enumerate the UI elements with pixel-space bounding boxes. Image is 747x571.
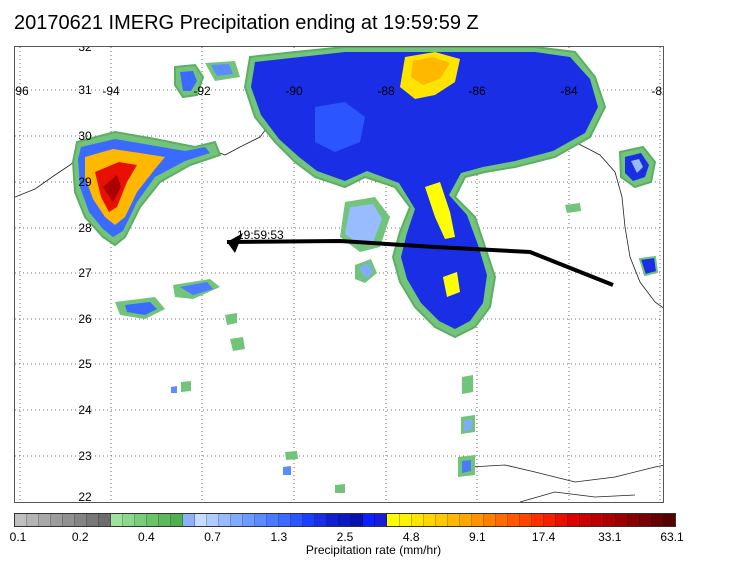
track-time-label: 19:59:53 — [237, 228, 284, 242]
colorbar-cell — [651, 514, 664, 526]
colorbar-tick-label: 2.5 — [336, 530, 354, 544]
colorbar-cell — [603, 514, 616, 526]
colorbar-cell — [663, 514, 675, 526]
track-arrowhead — [227, 233, 243, 253]
colorbar-tick-label: 63.1 — [660, 530, 684, 544]
colorbar-cell — [303, 514, 316, 526]
colorbar-cell — [63, 514, 76, 526]
colorbar-cell — [627, 514, 640, 526]
colorbar-cell — [639, 514, 652, 526]
colorbar-cell — [483, 514, 496, 526]
colorbar-cell — [543, 514, 556, 526]
colorbar-cell — [591, 514, 604, 526]
colorbar-tick-label: 1.3 — [270, 530, 288, 544]
longitude-label: -82 — [651, 84, 664, 98]
colorbar-cell — [423, 514, 436, 526]
satellite-track: 19:59:53 — [226, 228, 614, 287]
colorbar-cell — [171, 514, 184, 526]
colorbar-cell — [507, 514, 520, 526]
colorbar-cell — [255, 514, 268, 526]
colorbar-cell — [195, 514, 208, 526]
latitude-label: 28 — [78, 221, 92, 235]
colorbar-cell — [555, 514, 568, 526]
colorbar-cell — [267, 514, 280, 526]
colorbar-cell — [159, 514, 172, 526]
longitude-label: -86 — [468, 84, 486, 98]
latitude-label: 30 — [78, 129, 92, 143]
colorbar-tick-label: 9.1 — [469, 530, 486, 544]
colorbar-cell — [291, 514, 304, 526]
colorbar-cell — [351, 514, 364, 526]
colorbar-cell — [27, 514, 40, 526]
colorbar-cell — [183, 514, 196, 526]
colorbar-tick-label: 4.8 — [402, 530, 420, 544]
colorbar-cell — [519, 514, 532, 526]
longitude-labels: -96 -94 -92 -90 -88 -86 -84 -82 — [15, 84, 664, 98]
map-canvas: 19:59:53 -96 -94 -92 -90 -88 -86 -84 -82 32 31 30… — [15, 47, 664, 503]
colorbar-cell — [399, 514, 412, 526]
longitude-label: -96 — [15, 84, 29, 98]
colorbar-cell — [471, 514, 484, 526]
latitude-label: 31 — [78, 83, 92, 97]
colorbar-cell — [279, 514, 292, 526]
colorbar-cell — [123, 514, 136, 526]
colorbar-cell — [531, 514, 544, 526]
precipitation-field — [71, 47, 659, 493]
longitude-label: -88 — [377, 84, 395, 98]
latitude-label: 24 — [78, 403, 92, 417]
colorbar-cell — [459, 514, 472, 526]
colorbar-label: Precipitation rate (mm/hr) — [305, 543, 442, 557]
colorbar-tick-label: 33.1 — [598, 530, 622, 544]
colorbar-cell — [207, 514, 220, 526]
colorbar-cell — [495, 514, 508, 526]
colorbar-cell — [231, 514, 244, 526]
latitude-label: 22 — [78, 490, 92, 503]
colorbar-cell — [15, 514, 28, 526]
colorbar-cell — [51, 514, 64, 526]
colorbar-cell — [135, 514, 148, 526]
colorbar-cell — [147, 514, 160, 526]
colorbar-cell — [375, 514, 388, 526]
colorbar-cell — [315, 514, 328, 526]
longitude-label: -92 — [193, 84, 211, 98]
latitude-labels: 32 31 30 29 28 27 26 25 24 23 22 — [78, 47, 92, 503]
colorbar-tick-label: 0.2 — [71, 530, 89, 544]
colorbar-cell — [567, 514, 580, 526]
latitude-label: 25 — [78, 357, 92, 371]
latitude-label: 29 — [78, 175, 92, 189]
colorbar-cell — [87, 514, 100, 526]
colorbar-cell — [243, 514, 256, 526]
colorbar-ticks: 0.1 0.2 0.4 0.7 1.3 2.5 4.8 9.1 17.4 33.1 63.1 — [0, 530, 747, 546]
longitude-label: -94 — [102, 84, 120, 98]
colorbar — [14, 513, 676, 527]
longitude-label: -90 — [285, 84, 303, 98]
colorbar-tick-label: 0.4 — [138, 530, 155, 544]
colorbar-cell — [327, 514, 340, 526]
colorbar-cell — [387, 514, 400, 526]
colorbar-tick-label: 0.7 — [204, 530, 221, 544]
colorbar-cell — [363, 514, 376, 526]
colorbar-cell — [435, 514, 448, 526]
colorbar-cell — [447, 514, 460, 526]
colorbar-tick-label: 0.1 — [9, 530, 27, 544]
colorbar-cell — [579, 514, 592, 526]
colorbar-cell — [75, 514, 88, 526]
map-title: 20170621 IMERG Precipitation ending at 1… — [14, 12, 479, 34]
colorbar-cell — [39, 514, 52, 526]
latitude-label: 23 — [78, 449, 92, 463]
latitude-label: 32 — [78, 47, 92, 54]
colorbar-cell — [219, 514, 232, 526]
latitude-label: 27 — [78, 266, 92, 280]
colorbar-cell — [111, 514, 124, 526]
longitude-label: -84 — [560, 84, 578, 98]
colorbar-cell — [339, 514, 352, 526]
precipitation-map: 19:59:53 -96 -94 -92 -90 -88 -86 -84 -82 32 31 30… — [14, 46, 664, 503]
colorbar-cell — [411, 514, 424, 526]
colorbar-tick-label: 17.4 — [531, 530, 556, 544]
colorbar-cell — [99, 514, 112, 526]
colorbar-scale — [14, 513, 676, 527]
colorbar-cell — [615, 514, 628, 526]
latitude-label: 26 — [78, 312, 92, 326]
